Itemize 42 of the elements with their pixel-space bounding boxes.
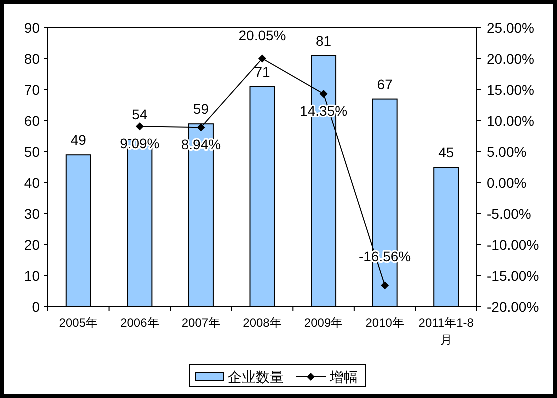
y2-tick-label: -10.00%: [487, 237, 540, 253]
x-tick-label: 2008年: [243, 316, 282, 330]
data-label: 81: [316, 32, 332, 49]
point: [197, 124, 206, 132]
y2-tick-label: 15.00%: [487, 82, 534, 98]
legend-label: 增幅: [329, 369, 358, 385]
y2-tick-label: 0.00%: [487, 175, 527, 191]
y2-tick-label: -20.00%: [487, 299, 540, 315]
y2-tick-label: -15.00%: [487, 268, 540, 284]
data-label: 71: [254, 64, 270, 80]
x-tick-label: 2009年: [304, 316, 344, 330]
y2-tick-label: 25.00%: [487, 20, 534, 36]
data-label: 20.05%: [238, 28, 286, 44]
data-label: 54: [132, 106, 148, 123]
y2-tick-label: 20.00%: [487, 51, 534, 67]
y-tick-label: 30: [24, 206, 40, 222]
x-tick-label: 2006年: [120, 316, 160, 330]
data-label: 49: [70, 132, 87, 148]
point: [136, 122, 144, 131]
y-tick-label: 70: [24, 82, 40, 98]
point: [258, 54, 266, 63]
x-tick-label: 2007年: [182, 316, 221, 330]
x-tick-label: 2005年: [59, 316, 98, 330]
y-tick-label: 10: [24, 268, 40, 284]
legend-label: 企业数量: [228, 369, 284, 385]
data-label: 67: [377, 76, 394, 92]
point: [320, 90, 328, 98]
y-tick-label: 90: [24, 20, 40, 36]
y2-tick-label: 10.00%: [487, 113, 534, 129]
y-tick-label: 60: [24, 113, 40, 129]
x-tick-label: 2011年1-8月: [418, 316, 474, 347]
y-tick-label: 50: [24, 144, 40, 160]
y2-tick-label: 5.00%: [487, 144, 527, 160]
data-label: 45: [438, 144, 454, 160]
point: [381, 282, 390, 290]
y-tick-label: 40: [24, 175, 40, 191]
x-tick-label: 2010年: [366, 316, 404, 330]
y-tick-label: 0: [32, 299, 40, 315]
y-tick-label: 80: [24, 51, 40, 67]
y2-tick-label: -5.00%: [487, 206, 532, 222]
y-tick-label: 20: [24, 237, 40, 253]
data-label: 59: [193, 101, 210, 118]
